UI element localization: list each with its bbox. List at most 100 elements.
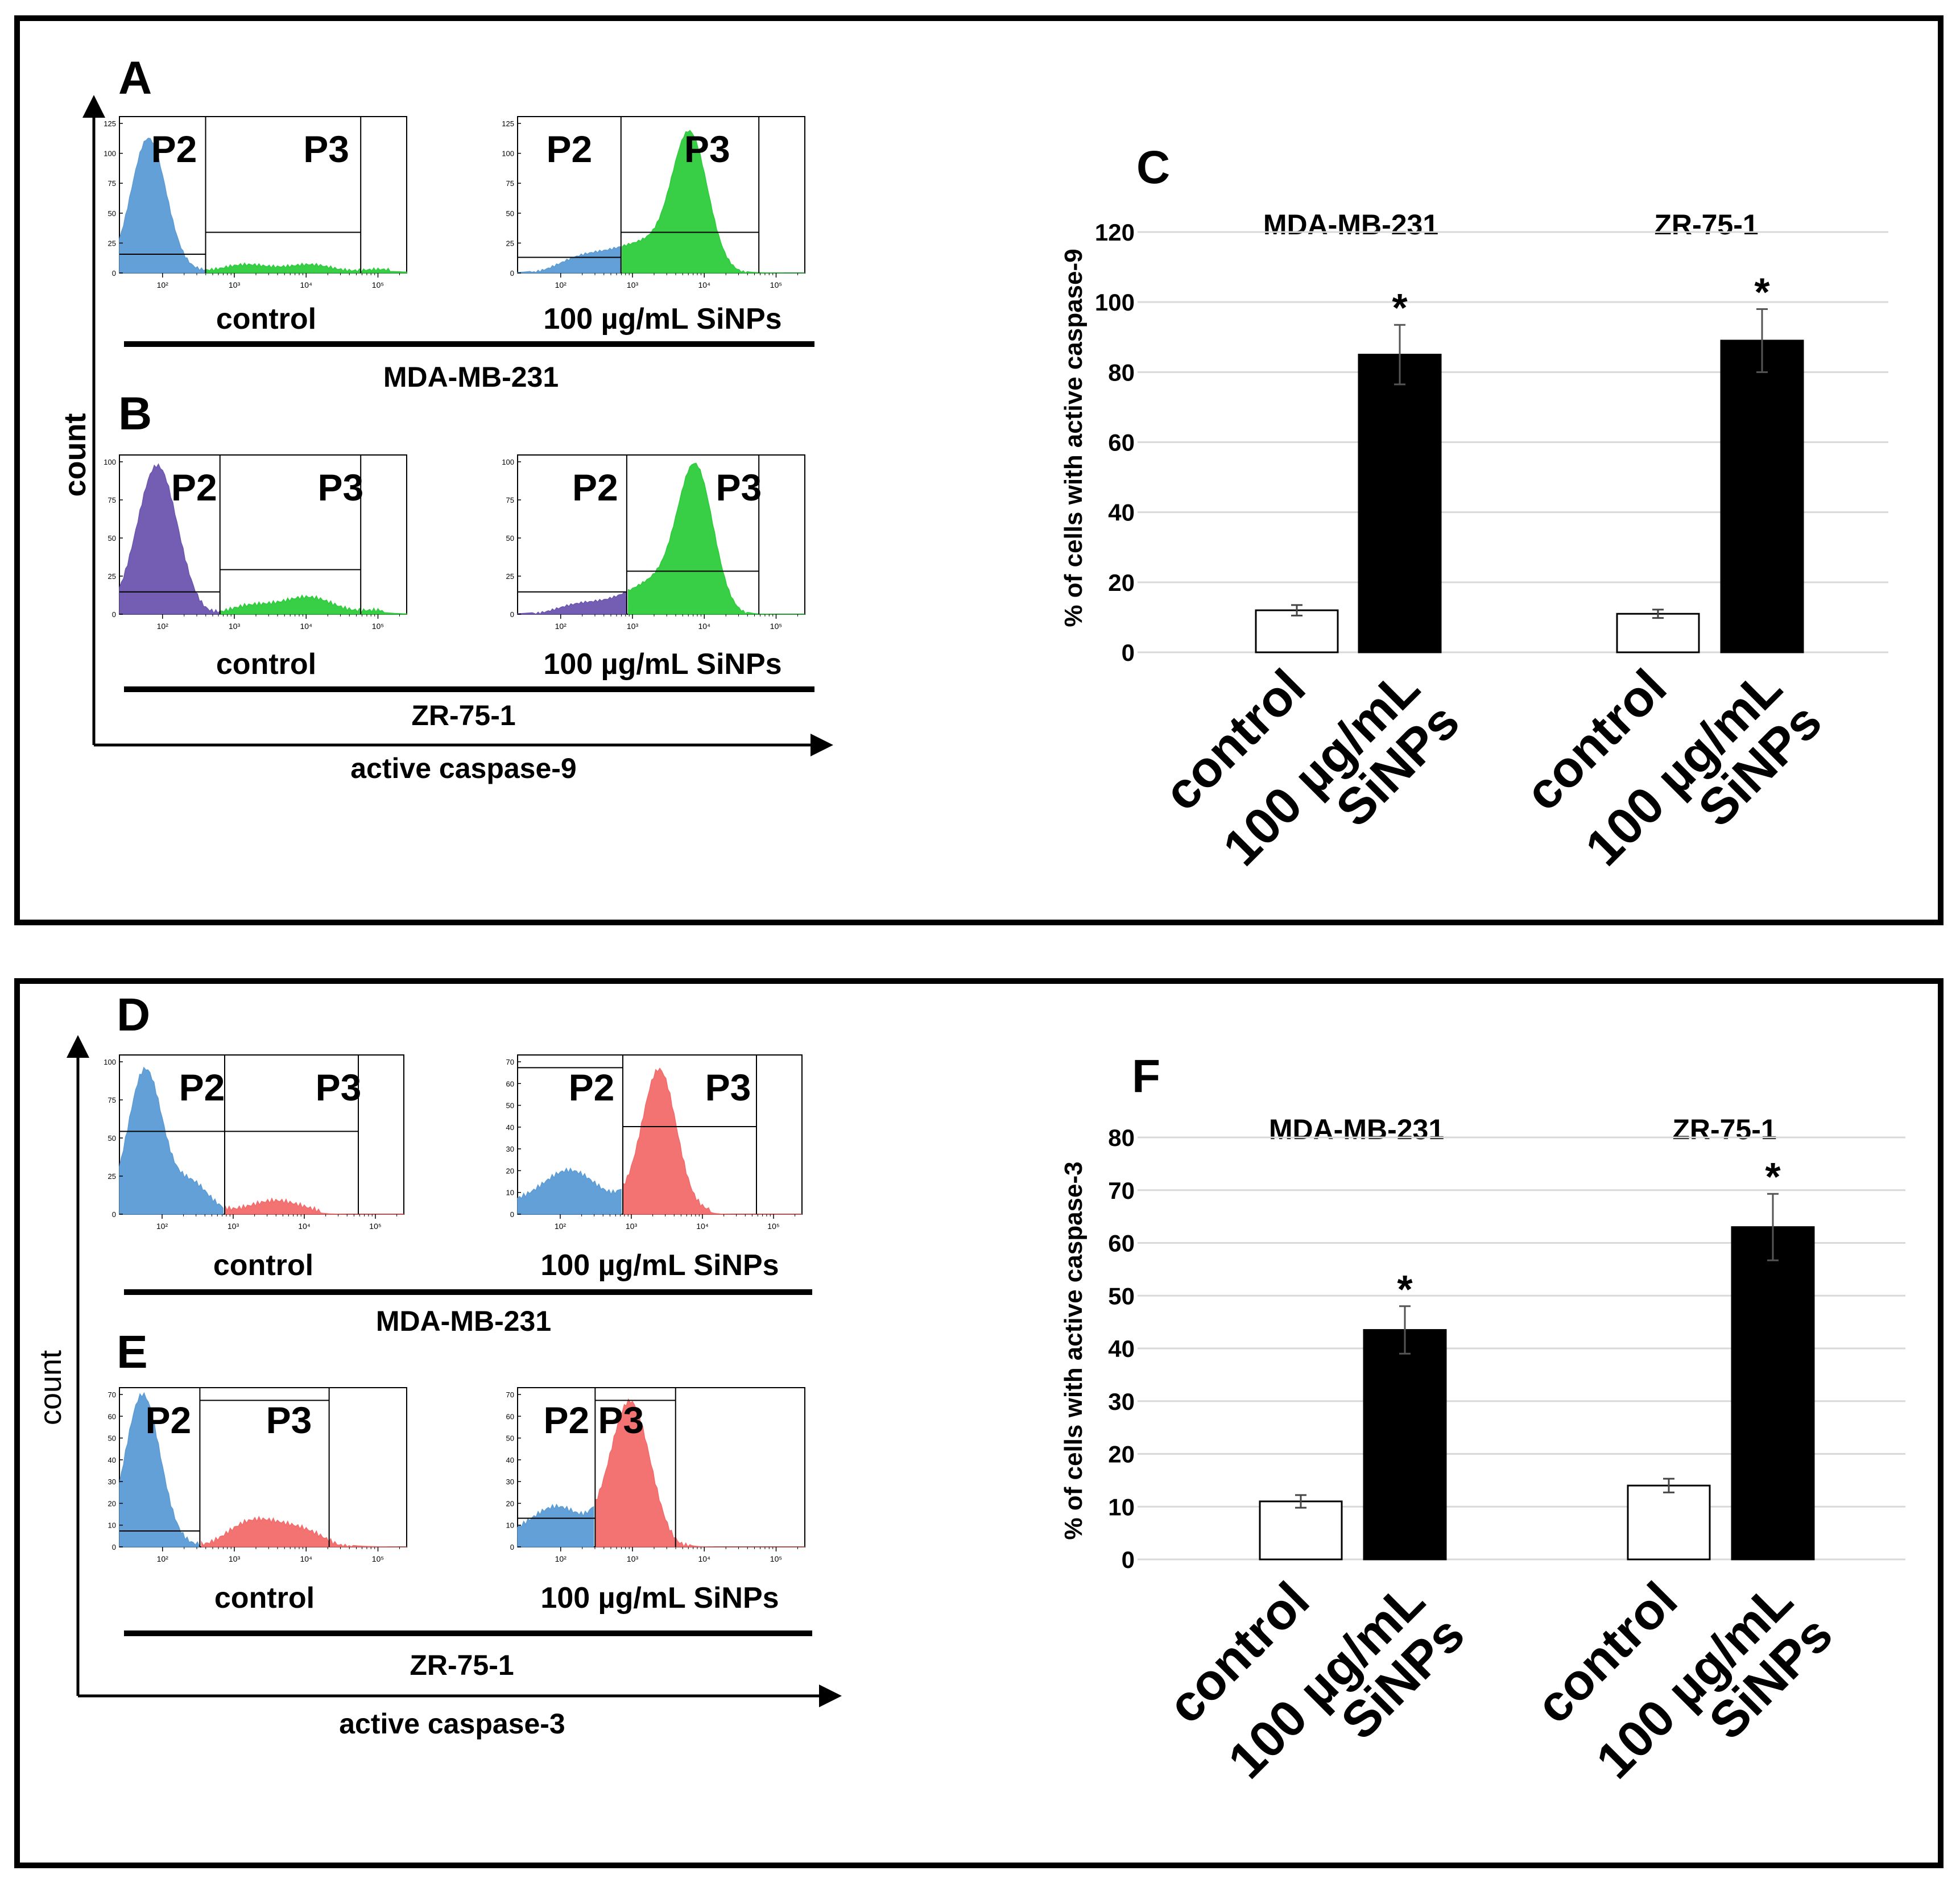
histogram-y-tick-label: 50 xyxy=(108,534,116,543)
histogram-x-tick-label: 10⁴ xyxy=(698,622,710,631)
y-tick-label: 120 xyxy=(1095,219,1135,246)
histogram-y-tick-label: 0 xyxy=(510,1543,514,1551)
histogram-y-tick-label: 100 xyxy=(502,458,514,466)
p3-gate-label: P3 xyxy=(266,1399,312,1441)
bar-mda-sinps xyxy=(1358,354,1442,653)
chart-f-group-zr: ZR-75-1 xyxy=(1672,1114,1776,1145)
histogram-x-tick-label: 10⁴ xyxy=(696,1222,709,1231)
histogram-x-tick-label: 10² xyxy=(555,622,567,631)
histogram-y-tick-label: 25 xyxy=(108,572,116,581)
histogram-e-control: P2 P3 70 60 50 40 30 20 10 0 10² 10³ 10⁴ 10⁵ xyxy=(108,1387,407,1563)
p3-gate-label: P3 xyxy=(316,1066,362,1108)
y-tick-label: 30 xyxy=(1108,1388,1135,1415)
histogram-x-tick-label: 10³ xyxy=(229,622,241,631)
histogram-y-tick-label: 40 xyxy=(506,1456,514,1464)
histogram-x-tick-label: 10² xyxy=(555,280,567,289)
y-tick-label: 20 xyxy=(1108,1441,1135,1468)
bar-mda-sinps xyxy=(1363,1329,1447,1561)
histogram-y-tick-label: 50 xyxy=(506,209,514,218)
histogram-x-tick-label: 10² xyxy=(156,1222,168,1231)
histogram-y-tick-label: 60 xyxy=(108,1412,116,1421)
histogram-y-tick-label: 0 xyxy=(112,610,116,619)
top-frame xyxy=(14,15,1944,925)
histogram-x-tick-label: 10⁴ xyxy=(298,1222,311,1231)
p3-population xyxy=(628,462,805,615)
panel-f-label: F xyxy=(1132,1050,1160,1102)
chart-f-ylabel: % of cells with active caspase-3 xyxy=(1060,1161,1087,1539)
p2-population xyxy=(119,463,221,615)
histogram-y-tick-label: 125 xyxy=(104,119,116,128)
histogram-y-tick-label: 75 xyxy=(108,496,116,504)
y-tick-label: 40 xyxy=(1108,1335,1135,1362)
histogram-x-tick-label: 10⁴ xyxy=(300,280,312,289)
panel-e-label: E xyxy=(117,1326,148,1378)
p2-population xyxy=(517,1167,622,1215)
hist-e-control-label: control xyxy=(214,1582,315,1615)
p2-population xyxy=(517,591,627,615)
p3-population xyxy=(219,594,407,615)
histogram-x-tick-label: 10⁴ xyxy=(300,622,312,631)
histogram-d-sinps: P2 P3 70 60 50 40 30 20 10 0 10² 10³ 10⁴ 10⁵ xyxy=(506,1054,803,1231)
histogram-y-tick-label: 100 xyxy=(104,458,116,466)
caspase9-count-axes xyxy=(82,95,833,756)
p2-population xyxy=(517,1503,594,1547)
histogram-y-tick-label: 70 xyxy=(506,1058,514,1066)
histogram-x-tick-label: 10³ xyxy=(627,280,639,289)
p2-gate-label: P2 xyxy=(569,1066,615,1108)
histogram-x-tick-label: 10² xyxy=(555,1554,567,1563)
p2-gate-label: P2 xyxy=(179,1066,225,1108)
significance-star: * xyxy=(1765,1154,1781,1199)
histogram-y-tick-label: 50 xyxy=(506,1434,514,1443)
histogram-y-tick-label: 25 xyxy=(108,239,116,247)
histogram-y-tick-label: 75 xyxy=(108,1096,116,1104)
histogram-y-tick-label: 50 xyxy=(108,1434,116,1443)
histogram-x-tick-label: 10³ xyxy=(626,1222,638,1231)
panel-d-label: D xyxy=(117,989,150,1041)
histogram-y-tick-label: 30 xyxy=(506,1145,514,1153)
bar-zr-sinps xyxy=(1731,1226,1815,1561)
histogram-a-control: P2 P3 125 100 75 50 25 0 10² 10³ 10⁴ 10⁵ xyxy=(104,116,407,289)
zr-group-label-bottom: ZR-75-1 xyxy=(410,1649,514,1681)
histogram-b-sinps: P2 P3 100 75 50 25 0 10² 10³ 10⁴ 10⁵ xyxy=(502,454,805,631)
p3-population xyxy=(205,262,407,274)
count-label-top: count xyxy=(58,413,92,497)
p2-population xyxy=(119,1392,200,1547)
histogram-x-tick-label: 10⁵ xyxy=(372,1554,384,1563)
histogram-x-tick-label: 10⁵ xyxy=(372,280,384,289)
bar-chart-f: % of cells with active caspase-3 MDA-MB-… xyxy=(1060,1114,1905,1790)
histogram-e-sinps: P2 P3 70 60 50 40 30 20 10 0 10² 10³ 10⁴ 10⁵ xyxy=(506,1387,805,1563)
histogram-x-tick-label: 10² xyxy=(157,1554,169,1563)
histogram-y-tick-label: 100 xyxy=(104,150,116,158)
y-tick-label: 0 xyxy=(1122,639,1135,666)
histogram-y-tick-label: 20 xyxy=(108,1499,116,1508)
mda-group-label-top: MDA-MB-231 xyxy=(383,361,559,393)
histogram-y-tick-label: 0 xyxy=(112,1543,116,1551)
bar-mda-control xyxy=(1255,609,1339,653)
p2-population xyxy=(517,246,621,274)
hist-d-control-label: control xyxy=(213,1249,313,1282)
mda-group-label-bottom: MDA-MB-231 xyxy=(376,1305,551,1337)
histogram-y-tick-label: 75 xyxy=(506,179,514,188)
histogram-y-tick-label: 0 xyxy=(510,610,514,619)
hist-a-sinps-label: 100 µg/mL SiNPs xyxy=(543,303,781,336)
histogram-b-control: P2 P3 100 75 50 25 0 10² 10³ 10⁴ 10⁵ xyxy=(104,454,407,631)
y-tick-label: 70 xyxy=(1108,1177,1135,1204)
histogram-y-tick-label: 50 xyxy=(506,534,514,543)
histogram-x-tick-label: 10⁵ xyxy=(369,1222,381,1231)
bar-zr-control xyxy=(1616,613,1700,653)
panel-b-label: B xyxy=(118,388,152,440)
histogram-y-tick-label: 50 xyxy=(108,1134,116,1143)
y-tick-label: 60 xyxy=(1108,1230,1135,1257)
y-tick-label: 100 xyxy=(1095,289,1135,316)
histogram-x-tick-label: 10⁵ xyxy=(770,1554,782,1563)
p2-gate-label: P2 xyxy=(145,1399,191,1441)
histogram-d-control: P2 P3 100 75 50 25 0 10² 10³ 10⁴ 10⁵ xyxy=(104,1054,404,1231)
bar-chart-c: % of cells with active caspase-9 MDA-MB-… xyxy=(1060,209,1888,877)
chart-c-group-mda: MDA-MB-231 xyxy=(1263,209,1438,241)
histogram-y-tick-label: 70 xyxy=(506,1390,514,1399)
significance-star: * xyxy=(1754,270,1770,314)
histogram-y-tick-label: 60 xyxy=(506,1079,514,1088)
histogram-y-tick-label: 70 xyxy=(108,1390,116,1399)
y-tick-label: 20 xyxy=(1108,569,1135,596)
histogram-y-tick-label: 40 xyxy=(506,1123,514,1132)
